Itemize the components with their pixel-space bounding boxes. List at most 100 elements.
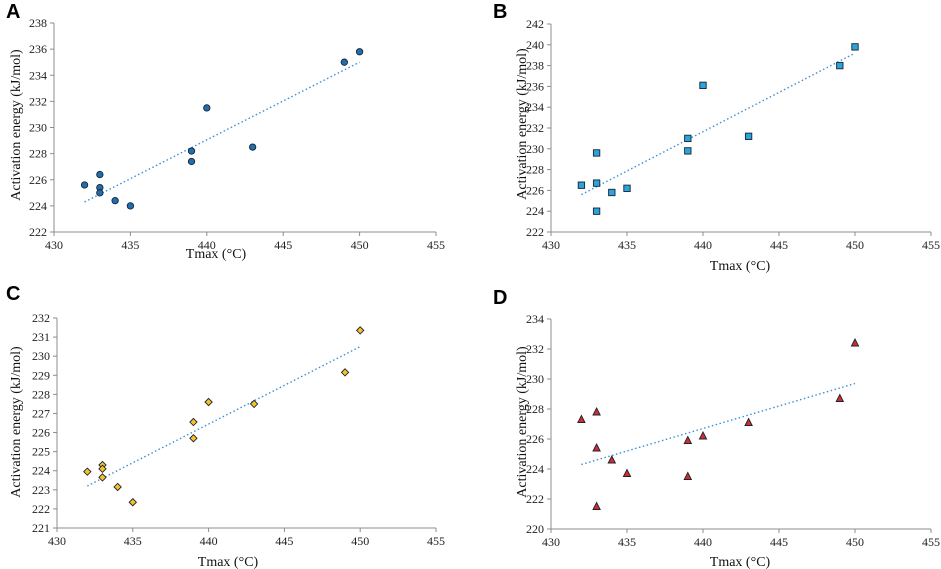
panel-b-point (592, 179, 601, 187)
panel-c-x-tick-label: 445 (275, 534, 293, 548)
panel-a-y-tick-label: 234 (29, 68, 47, 82)
panel-c-y-tick-label: 223 (32, 483, 50, 497)
panel-a-y-tick-label: 226 (29, 173, 47, 187)
panel-a-point (203, 104, 211, 112)
panel-a-y-tick-label: 236 (29, 42, 47, 56)
panel-b-x-tick-label: 455 (922, 238, 940, 252)
panel-c-point (83, 467, 92, 476)
panel-b-y-tick-label: 240 (526, 38, 544, 52)
panel-d-trendline (581, 382, 856, 466)
panel-d-y-tick-label: 228 (526, 402, 544, 416)
panel-b-point (744, 132, 753, 140)
panel-c-trendline (87, 346, 361, 487)
panel-a-point (248, 143, 257, 151)
panel-b-y-tick-label: 228 (526, 163, 544, 177)
panel-a-point (126, 202, 135, 210)
panel-b-x-tick-label: 430 (542, 238, 560, 252)
panel-c-y-tick-label: 229 (32, 368, 50, 382)
panel-b-y-tick-label: 234 (526, 100, 544, 114)
panel-d-point (835, 393, 845, 402)
panel-a-x-tick-label: 435 (121, 238, 139, 252)
panel-a-y-axis-title: Activation energy (kJ/mol) (9, 49, 24, 201)
panel-c-x-axis-title: Tmax (°C) (198, 555, 259, 569)
panel-b-y-tick-label: 224 (526, 204, 544, 218)
panel-d-point (607, 455, 617, 464)
panel-b-point (592, 207, 601, 215)
panel-b-point (836, 61, 844, 70)
panel-c-y-tick-label: 230 (32, 349, 50, 363)
panel-c-y-tick-label: 222 (32, 502, 50, 516)
panel-a-y-tick-label: 238 (29, 16, 47, 30)
panel-d-point (592, 443, 601, 452)
panel-b-x-tick-label: 445 (770, 238, 788, 252)
panel-a-x-tick-label: 430 (45, 238, 63, 252)
panel-a-y-tick-label: 224 (29, 199, 47, 213)
panel-c-point (113, 482, 122, 492)
panel-b-point (851, 43, 859, 51)
panel-a-point (187, 157, 196, 166)
panel-a-x-tick-label: 455 (427, 238, 445, 252)
panel-b-y-tick-label: 242 (526, 17, 544, 31)
panel-c-letter: C (6, 283, 20, 305)
panel-d-y-axis-title: Activation energy (kJ/mol) (515, 346, 530, 498)
panel-c-point (249, 399, 259, 409)
panel-a-y-tick-label: 228 (29, 147, 47, 161)
panel-c-point (204, 397, 213, 407)
panel-d-x-tick-label: 435 (618, 535, 636, 549)
panel-d-point (698, 431, 708, 440)
panel-c-point (355, 326, 365, 335)
panel-c-point (128, 497, 138, 507)
panel-c-x-tick-label: 430 (48, 534, 66, 548)
panel-d-x-tick-label: 440 (694, 535, 712, 549)
panel-d-point (744, 417, 753, 426)
panel-d-point (850, 338, 860, 347)
panel-c-y-tick-label: 227 (32, 406, 50, 420)
panel-b-point (699, 81, 707, 90)
panel-b-point (623, 184, 631, 192)
panel-d-y-tick-label: 224 (526, 462, 544, 476)
panel-c: C Tmax (°C) Activation energy (kJ/mol) 4… (6, 283, 445, 569)
panel-d: D Tmax (°C) Activation energy (kJ/mol) 4… (493, 287, 940, 569)
panel-d-y-tick-label: 222 (526, 492, 544, 506)
panel-c-y-tick-label: 228 (32, 387, 50, 401)
panel-a-y-tick-label: 222 (29, 225, 47, 239)
panel-a-trendline (84, 61, 360, 203)
panel-b-y-tick-label: 226 (526, 183, 544, 197)
panel-b-x-axis-title: Tmax (°C) (710, 259, 771, 274)
panel-a-point (96, 170, 104, 179)
panel-a-y-tick-label: 230 (29, 121, 47, 135)
panel-b-y-tick-label: 236 (526, 79, 544, 93)
panel-b-x-tick-label: 450 (846, 238, 864, 252)
panel-a-point (96, 189, 104, 197)
panel-d-x-tick-label: 430 (542, 535, 560, 549)
panel-a-point (111, 196, 119, 205)
panel-c-y-tick-label: 232 (32, 311, 50, 325)
panel-c-point (189, 417, 198, 427)
panel-b-y-tick-label: 230 (526, 142, 544, 156)
panel-c-point (340, 368, 350, 377)
panel-d-y-tick-label: 232 (526, 342, 544, 356)
panel-b-letter: B (493, 1, 507, 23)
panel-b-point (608, 188, 616, 197)
panel-a-x-tick-label: 450 (351, 238, 369, 252)
panel-a-x-tick-label: 440 (198, 238, 216, 252)
panel-b-x-tick-label: 435 (618, 238, 636, 252)
panel-d-point (622, 468, 632, 477)
panel-c-point (98, 464, 107, 474)
panel-a: A Tmax (°C) Activation energy (kJ/mol) 4… (6, 1, 445, 262)
panel-a-letter: A (6, 1, 20, 23)
panel-a-y-tick-label: 232 (29, 94, 47, 108)
panel-b-y-tick-label: 238 (526, 59, 544, 73)
panel-d-x-tick-label: 450 (846, 535, 864, 549)
panel-c-point (98, 473, 107, 482)
panel-c-y-tick-label: 225 (32, 445, 50, 459)
panel-b-y-tick-label: 232 (526, 121, 544, 135)
panel-c-y-axis-title: Activation energy (kJ/mol) (9, 346, 24, 498)
panel-d-point (683, 471, 693, 480)
panel-c-y-tick-label: 221 (32, 521, 50, 535)
panel-b-x-tick-label: 440 (694, 238, 712, 252)
panel-d-point (592, 501, 601, 510)
panel-b-y-tick-label: 222 (526, 225, 544, 239)
panel-d-y-tick-label: 230 (526, 372, 544, 386)
